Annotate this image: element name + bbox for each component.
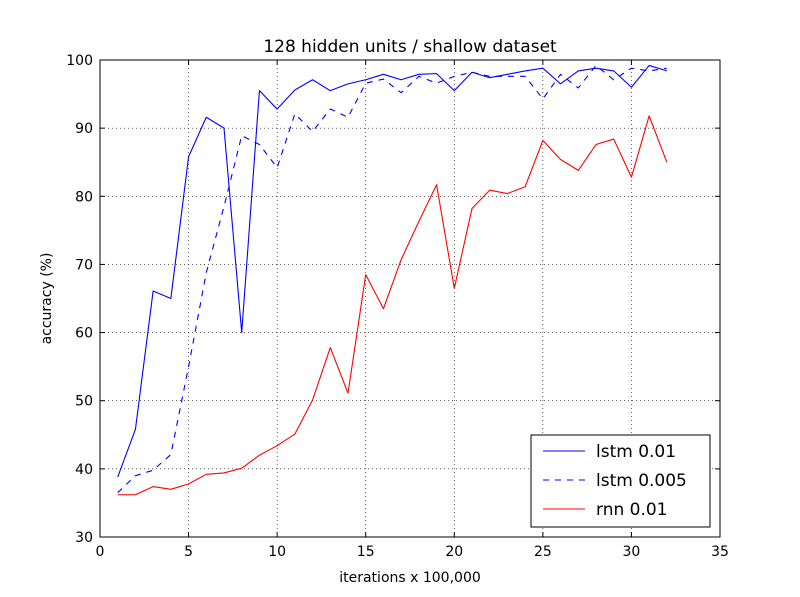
x-tick-label: 35: [711, 544, 729, 560]
series-layer: [117, 64, 668, 496]
y-tick-label: 40: [75, 462, 93, 478]
y-tick-label: 70: [75, 257, 93, 273]
legend-box: [530, 434, 711, 528]
y-tick-label: 100: [66, 53, 93, 69]
x-tick-label: 5: [184, 544, 193, 560]
legend: lstm 0.01 lstm 0.005 rnn 0.01: [530, 434, 711, 528]
y-tick-label: 80: [75, 189, 93, 205]
y-axis-label: accuracy (%): [39, 253, 55, 345]
axis-ticks: [99, 59, 721, 538]
y-tick-label: 50: [75, 394, 93, 410]
x-axis-label: iterations x 100,000: [339, 570, 481, 586]
series-line-lstm-0-005: [117, 64, 667, 494]
y-tick-label: 90: [75, 121, 93, 137]
legend-label: lstm 0.005: [596, 471, 687, 491]
x-tick-label: 0: [96, 544, 105, 560]
chart-title: 128 hidden units / shallow dataset: [263, 37, 557, 57]
x-tick-label: 15: [357, 544, 375, 560]
legend-label: lstm 0.01: [596, 442, 676, 462]
y-tick-label: 30: [75, 530, 93, 546]
x-tick-label: 10: [268, 544, 286, 560]
legend-label: rnn 0.01: [596, 500, 668, 520]
x-tick-label: 30: [623, 544, 641, 560]
series-line-rnn-0-01: [117, 115, 668, 496]
x-tick-label: 20: [445, 544, 463, 560]
y-tick-label: 60: [75, 326, 93, 342]
tick-labels: 0 5 10 15 20 25 30 35 30 40 50 60 70 80 90 100: [66, 53, 729, 560]
series-line-lstm-0-01: [117, 64, 668, 478]
plot-frame: [99, 59, 721, 538]
x-tick-label: 25: [534, 544, 552, 560]
